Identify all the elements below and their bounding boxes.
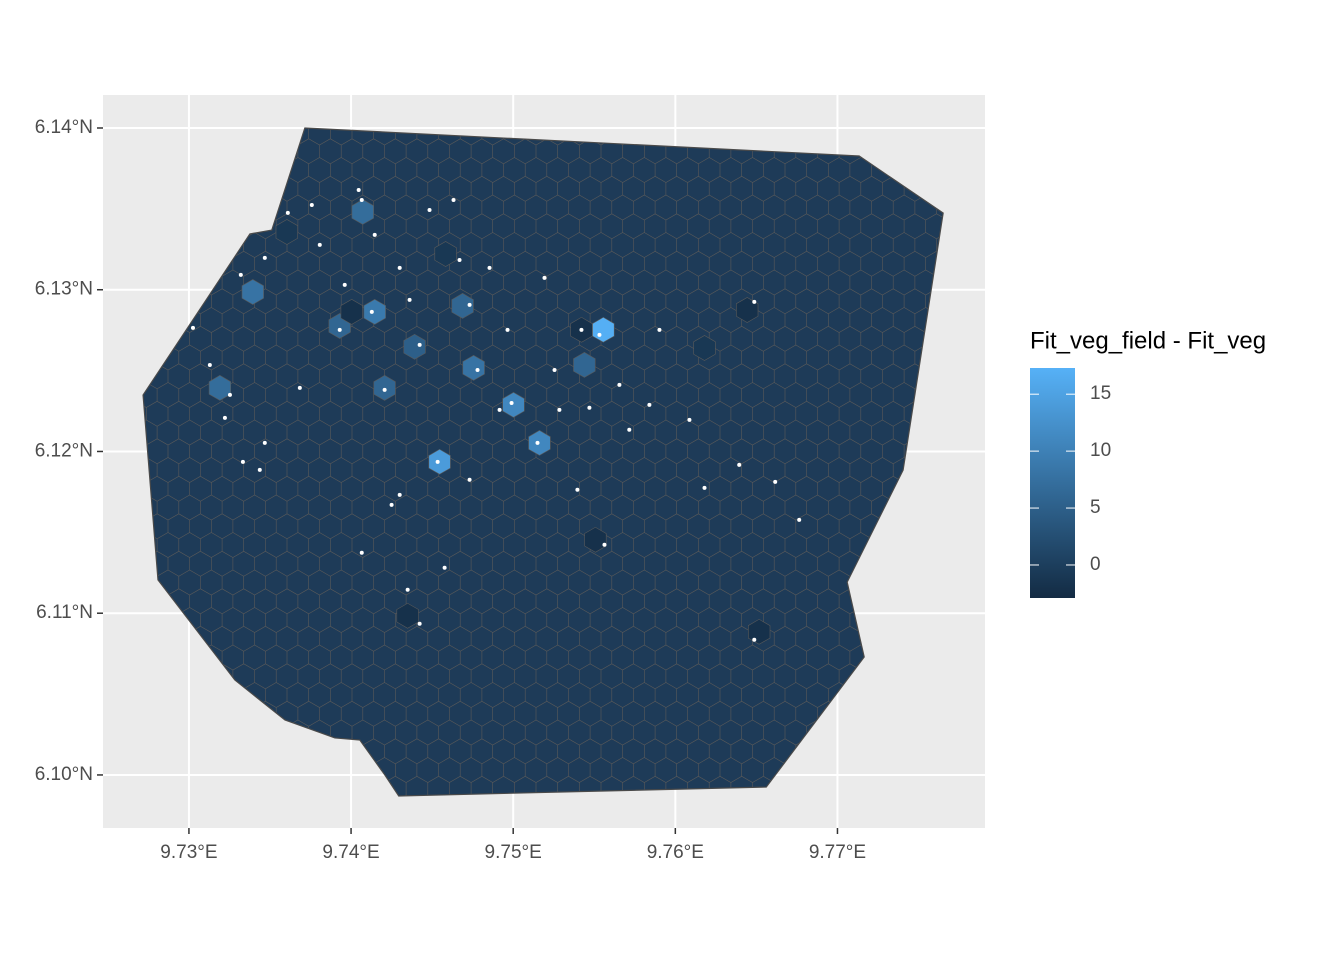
point [337, 327, 342, 332]
point [752, 299, 757, 304]
point [687, 417, 692, 422]
point [487, 265, 492, 270]
point [359, 550, 364, 555]
point [579, 327, 584, 332]
hex [573, 352, 596, 378]
point [397, 492, 402, 497]
x-tick-label: 9.77°E [809, 842, 866, 863]
point [587, 405, 592, 410]
point [657, 327, 662, 332]
x-tick-label: 9.74°E [322, 842, 379, 863]
point [262, 255, 267, 260]
y-tick-label: 6.11°N [36, 602, 93, 623]
hex [340, 299, 363, 325]
colorbar [1030, 368, 1075, 598]
point [397, 265, 402, 270]
point [382, 387, 387, 392]
point [238, 272, 243, 277]
point [509, 400, 514, 405]
point [505, 327, 510, 332]
point [262, 440, 267, 445]
point [427, 207, 432, 212]
point [597, 332, 602, 337]
legend-label: 15 [1090, 383, 1111, 404]
point [407, 297, 412, 302]
point [773, 479, 778, 484]
point [257, 467, 262, 472]
point [285, 210, 290, 215]
x-tick-label: 9.75°E [485, 842, 542, 863]
hex [462, 355, 485, 381]
point [389, 502, 394, 507]
hex [241, 279, 264, 305]
hex [451, 293, 474, 319]
point [457, 257, 462, 262]
point [227, 392, 232, 397]
legend-title: Fit_veg_field - Fit_veg [1030, 327, 1266, 354]
hex [403, 333, 426, 360]
point [797, 517, 802, 522]
point [702, 485, 707, 490]
point [542, 275, 547, 280]
point [752, 637, 757, 642]
point [737, 462, 742, 467]
hex [693, 335, 716, 361]
point [617, 382, 622, 387]
point [417, 342, 422, 347]
y-tick-label: 6.12°N [35, 440, 93, 461]
point [356, 187, 361, 192]
point [575, 487, 580, 492]
hex [396, 602, 419, 629]
hex [584, 526, 607, 553]
y-tick-label: 6.14°N [35, 117, 93, 138]
point [497, 407, 502, 412]
boundary [142, 127, 944, 797]
point [535, 440, 540, 445]
legend-label: 10 [1090, 440, 1111, 461]
point [451, 197, 456, 202]
point [369, 309, 374, 314]
legend-label: 0 [1090, 554, 1101, 575]
point [309, 202, 314, 207]
hex [434, 241, 457, 267]
y-tick-label: 6.10°N [35, 764, 93, 785]
hex [502, 392, 525, 418]
x-tick-label: 9.73°E [160, 842, 217, 863]
point [552, 367, 557, 372]
hex-grid [143, 127, 944, 796]
point [467, 477, 472, 482]
hex [736, 297, 759, 323]
point [467, 302, 472, 307]
point [317, 242, 322, 247]
point [359, 197, 364, 202]
point [240, 459, 245, 464]
point [417, 621, 422, 626]
point [442, 565, 447, 570]
hex [363, 299, 386, 325]
y-tick-label: 6.13°N [35, 279, 93, 300]
point [372, 232, 377, 237]
point [297, 385, 302, 390]
hex [275, 219, 298, 245]
point [627, 427, 632, 432]
legend-label: 5 [1090, 497, 1101, 518]
point [475, 367, 480, 372]
point [342, 282, 347, 287]
point [207, 362, 212, 367]
x-tick-label: 9.76°E [647, 842, 704, 863]
point [435, 459, 440, 464]
point [222, 415, 227, 420]
point [190, 325, 195, 330]
point [602, 542, 607, 547]
point [405, 587, 410, 592]
point [647, 402, 652, 407]
point [557, 407, 562, 412]
